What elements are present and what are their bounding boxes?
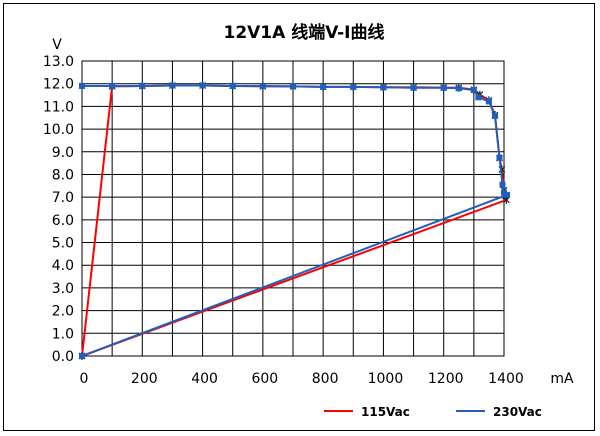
x-tick-label: 800 — [312, 371, 339, 387]
y-tick-labels: 0.0 1.0 2.0 3.0 4.0 5.0 6.0 7.0 8.0 9.0 10.0 11.0 12… — [43, 54, 74, 365]
data-point-230vac — [259, 82, 266, 89]
data-point-230vac — [475, 94, 482, 101]
data-point-230vac — [290, 83, 296, 90]
y-tick-label: 13.0 — [43, 54, 74, 70]
data-point-230vac — [501, 189, 507, 196]
data-point-230vac — [350, 83, 357, 90]
x-tick-label: 1200 — [428, 371, 464, 387]
legend-label-115vac: 115Vac — [361, 405, 410, 419]
data-point-230vac — [79, 82, 85, 89]
series-line-115vac — [81, 84, 508, 357]
legend-label-230vac: 230Vac — [493, 405, 542, 419]
series-layer — [78, 81, 511, 360]
data-point-230vac — [139, 82, 146, 89]
y-tick-label: 9.0 — [52, 145, 74, 161]
y-tick-label: 6.0 — [52, 213, 74, 229]
legend: 115Vac 230Vac — [324, 405, 542, 419]
y-tick-label: 1.0 — [52, 326, 74, 342]
data-point-230vac — [410, 84, 417, 91]
x-axis-unit: mA — [550, 371, 574, 387]
data-point-230vac — [440, 84, 447, 91]
y-tick-label: 2.0 — [52, 304, 74, 320]
x-tick-label: 400 — [191, 371, 218, 387]
x-tick-label: 1400 — [488, 371, 524, 387]
data-point-230vac — [320, 83, 327, 90]
data-point-230vac — [491, 112, 498, 119]
data-point-230vac — [109, 82, 116, 89]
y-tick-label: 0.0 — [52, 349, 74, 365]
chart-frame: 12V1A 线端V-I曲线 V mA 0.0 1.0 2.0 3.0 4.0 5.0 6.0… — [3, 3, 595, 431]
data-point-230vac — [455, 85, 462, 92]
y-tick-label: 10.0 — [43, 122, 74, 138]
data-point-230vac — [169, 82, 176, 89]
data-point-230vac — [504, 191, 511, 198]
x-tick-label: 1000 — [368, 371, 404, 387]
y-tick-label: 8.0 — [52, 167, 74, 183]
y-tick-label: 4.0 — [52, 258, 74, 274]
x-tick-label: 200 — [131, 371, 158, 387]
grid-lines — [81, 60, 505, 357]
y-tick-label: 7.0 — [52, 190, 74, 206]
vi-curve-chart: 12V1A 线端V-I曲线 V mA 0.0 1.0 2.0 3.0 4.0 5.0 6.0… — [43, 22, 574, 419]
data-point-230vac — [79, 353, 85, 359]
data-point-230vac — [496, 154, 503, 161]
x-tick-label: 0 — [80, 371, 89, 387]
data-point-230vac — [380, 84, 387, 91]
chart-title: 12V1A 线端V-I曲线 — [223, 22, 384, 43]
data-point-230vac — [470, 87, 477, 94]
y-axis-unit: V — [52, 37, 62, 53]
data-point-230vac — [199, 82, 206, 89]
x-tick-label: 600 — [251, 371, 278, 387]
data-point-230vac — [229, 82, 236, 89]
y-tick-label: 11.0 — [43, 99, 74, 115]
data-point-230vac — [485, 98, 492, 105]
y-tick-label: 12.0 — [43, 77, 74, 93]
data-point-230vac — [499, 181, 506, 188]
x-tick-labels: 0 200 400 600 800 1000 1200 1400 — [80, 371, 524, 387]
y-tick-label: 5.0 — [52, 236, 74, 252]
y-tick-label: 3.0 — [52, 281, 74, 297]
